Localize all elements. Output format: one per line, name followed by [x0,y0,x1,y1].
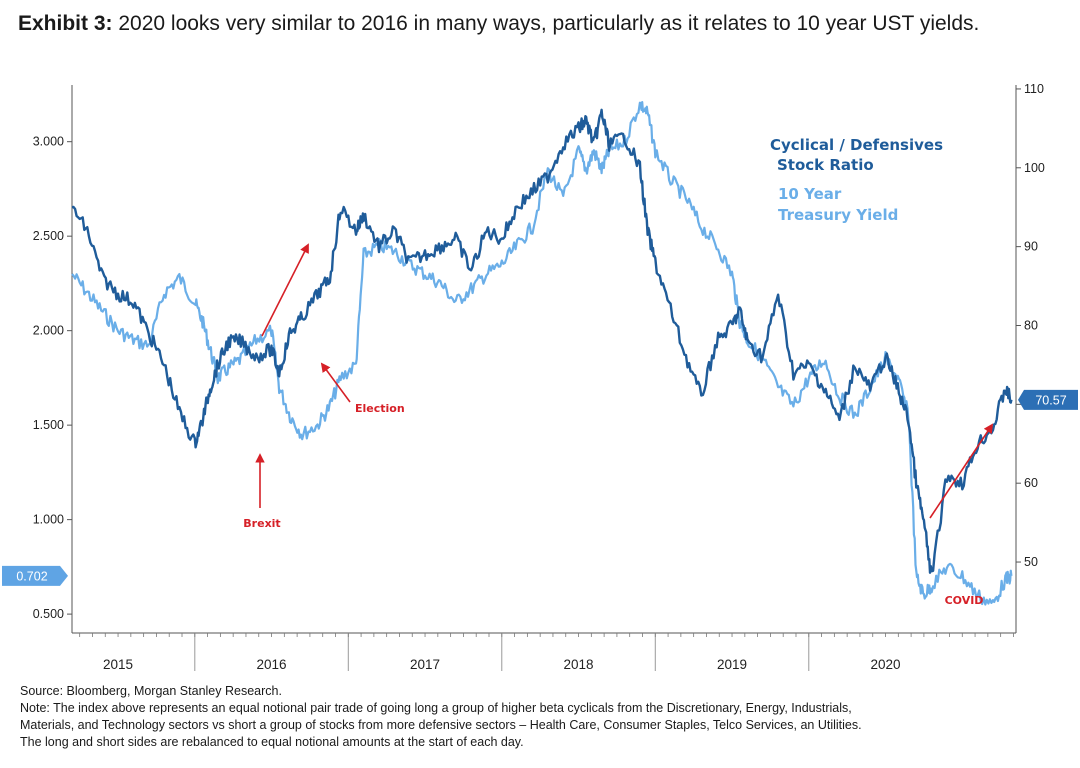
exhibit-title: Exhibit 3: 2020 looks very similar to 20… [18,10,1058,37]
legend-dark-line-2: Stock Ratio [777,156,874,174]
left-last-value-text: 0.702 [16,569,47,583]
chart-legend: Cyclical / Defensives Stock Ratio 10 Year T… [770,136,943,224]
left-tick-label: 2.000 [33,324,64,338]
annotation-covid: COVID [945,594,984,607]
x-tick-label: 2019 [717,657,747,672]
right-tick-label: 80 [1024,318,1038,332]
left-tick-label: 0.500 [33,607,64,621]
arrow-election [320,362,351,403]
annotation-election: Election [355,402,405,415]
right-tick-label: 110 [1024,82,1044,96]
note-line-3: The long and short sides are rebalanced … [20,735,524,749]
line-chart: 0.5001.0001.5002.0002.5003.0005060708090… [2,82,1078,672]
x-tick-label: 2018 [564,657,594,672]
right-tick-label: 60 [1024,476,1038,490]
right-tick-label: 50 [1024,555,1038,569]
x-tick-label: 2017 [410,657,440,672]
left-tick-label: 2.500 [33,229,64,243]
legend-light-line-2: Treasury Yield [778,206,898,224]
legend-light-line-1: 10 Year [778,185,842,203]
left-tick-label: 1.500 [33,418,64,432]
annotation-brexit: Brexit [243,517,280,530]
exhibit-title-text: 2020 looks very similar to 2016 in many … [118,12,980,35]
note-line-2: Materials, and Technology sectors vs sho… [20,718,862,732]
note-line-1: Note: The index above represents an equa… [20,701,852,715]
left-tick-label: 3.000 [33,135,64,149]
cyclical-defensives-line [71,108,1013,574]
right-last-value-tag [1018,389,1078,410]
right-tick-label: 90 [1024,240,1038,254]
arrow-2016-rally [261,243,309,337]
annotations: Brexit Election COVID [243,243,994,607]
series-cyclical-defensives [71,108,1013,574]
right-tick-label: 100 [1024,161,1045,175]
left-tick-label: 1.000 [33,513,64,527]
left-last-value-tag [2,565,68,586]
exhibit-label: Exhibit 3: [18,12,113,35]
chart-axes: 0.5001.0001.5002.0002.5003.0005060708090… [33,82,1045,672]
x-tick-label: 2016 [257,657,287,672]
x-tick-label: 2020 [871,657,901,672]
x-tick-label: 2015 [103,657,133,672]
right-last-value-text: 70.57 [1035,393,1066,407]
source-note: Source: Bloomberg, Morgan Stanley Resear… [20,684,282,698]
chart-footer: Source: Bloomberg, Morgan Stanley Resear… [20,683,1065,751]
arrow-covid-rally [929,423,994,519]
last-value-tags: 70.57 0.702 [2,389,1078,586]
legend-dark-line-1: Cyclical / Defensives [770,136,943,154]
